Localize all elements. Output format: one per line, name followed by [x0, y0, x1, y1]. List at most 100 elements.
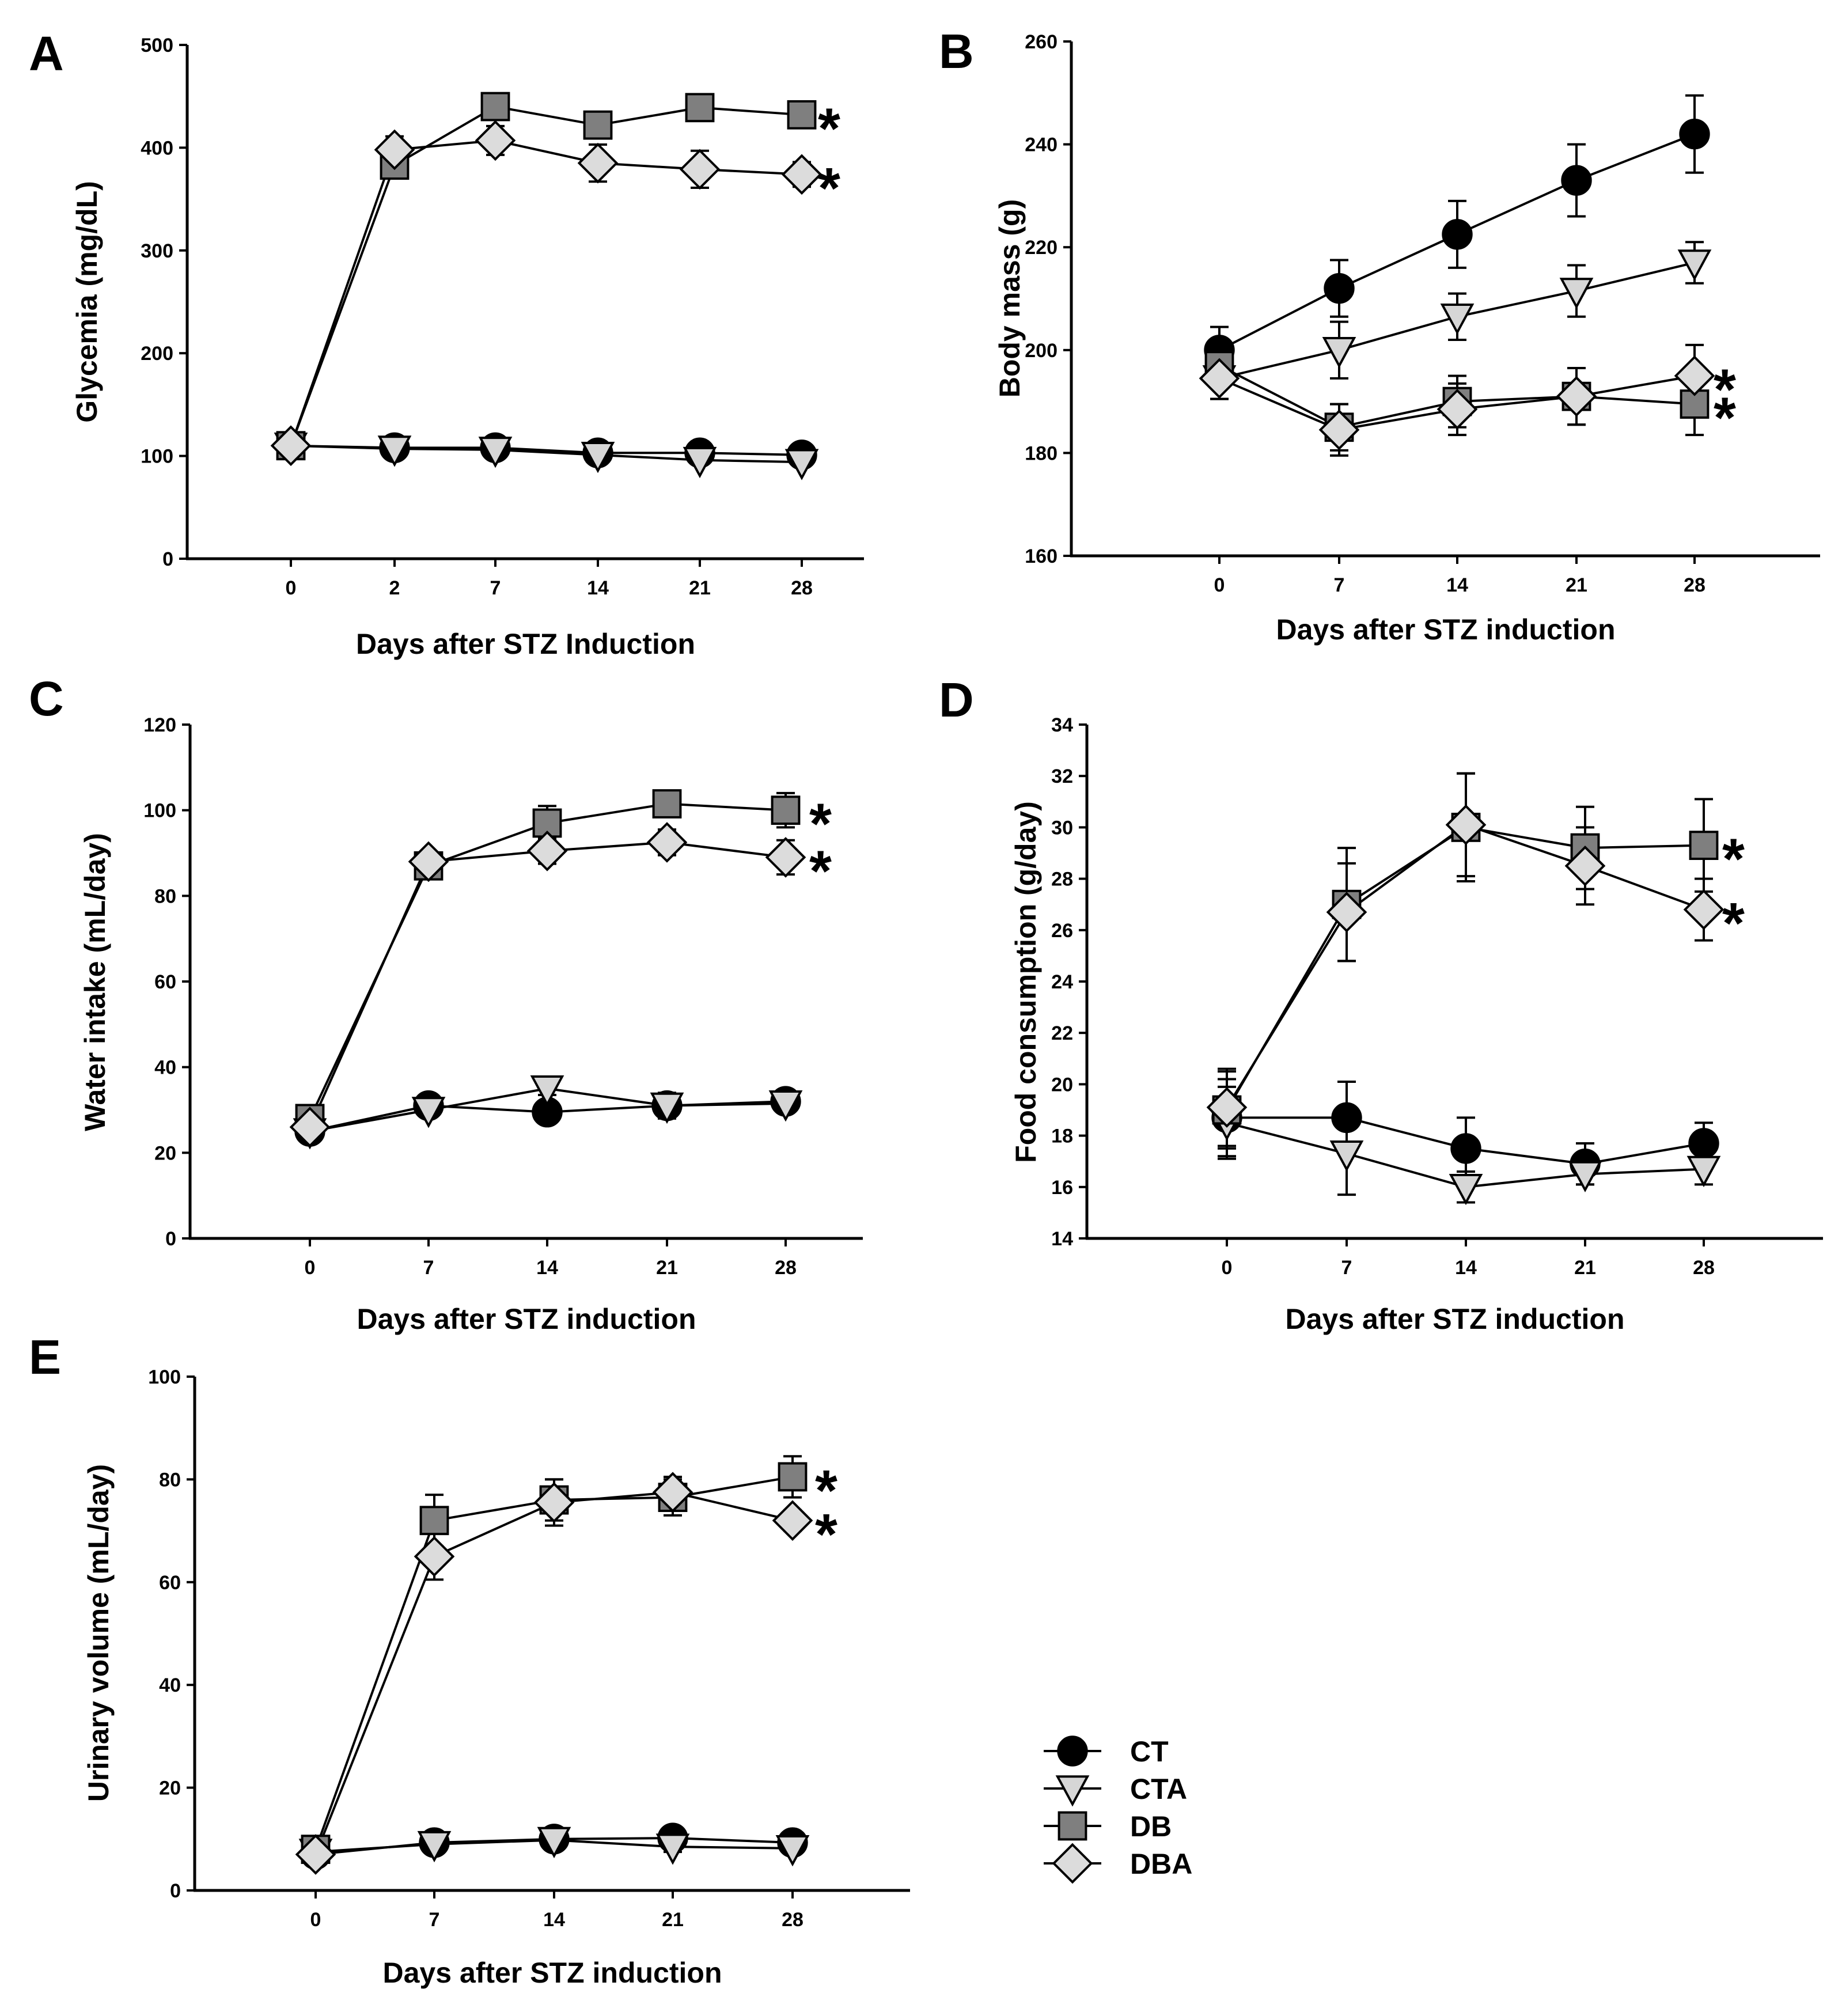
legend-item-ct: CT	[1044, 1735, 1169, 1768]
panel-c-ytick-label: 60	[154, 971, 176, 993]
panel-b-ytick-label: 180	[1025, 442, 1058, 464]
panel-b-x-label: Days after STZ induction	[1276, 613, 1616, 646]
legend-marker-db	[1058, 1811, 1087, 1841]
legend-symbol-cta	[1055, 1775, 1090, 1807]
panel-e-point-cta	[775, 1835, 810, 1867]
panel-e-ytick-label: 80	[159, 1469, 181, 1491]
legend-symbol-db	[1058, 1811, 1087, 1841]
panel-b-point-ct	[1561, 165, 1592, 196]
panel-b-point-dba	[1318, 409, 1360, 450]
panel-d-ytick-label: 34	[1051, 714, 1073, 736]
panel-d-significance-star: *	[1722, 827, 1745, 892]
panel-a-point-cta	[581, 442, 615, 473]
panel-d-ytick-label: 32	[1051, 766, 1073, 787]
panel-d-point-ct	[1688, 1128, 1719, 1159]
panel-e-xtick-label: 14	[543, 1909, 565, 1931]
panel-a-xtick-label: 28	[791, 577, 813, 599]
panel-a-point-db	[480, 92, 510, 122]
panel-a-point-cta	[683, 446, 717, 479]
panel-a-line-db	[290, 105, 802, 446]
panel-c-ytick-label: 100	[143, 800, 176, 822]
panel-c-ytick-label: 40	[154, 1057, 176, 1079]
legend-item-dba: DBA	[1044, 1843, 1192, 1884]
legend-label-ct: CT	[1130, 1735, 1169, 1768]
panel-e: E 0 20 40 60 80 100 0 7 14 21 28 Days after STZ indu…	[29, 1330, 910, 1989]
legend: CT CTA DB DBA	[1044, 1735, 1192, 1884]
panel-a-point-cta	[377, 435, 412, 467]
panel-c-point-db	[652, 789, 682, 818]
legend-item-db: DB	[1044, 1810, 1172, 1843]
panel-b-ytick-label: 260	[1025, 31, 1058, 53]
panel-b-xtick-label: 14	[1446, 574, 1468, 596]
panel-d-ytick-label: 16	[1051, 1177, 1073, 1199]
panel-d-ytick-label: 22	[1051, 1022, 1073, 1044]
panel-c-point-cta	[650, 1092, 684, 1124]
panel-c-point-db	[771, 795, 801, 825]
panel-a-line-cta	[290, 444, 802, 464]
panel-e-ytick-label: 0	[170, 1880, 181, 1902]
panel-b-point-ct	[1442, 219, 1473, 250]
panel-d-x-label: Days after STZ induction	[1286, 1303, 1625, 1335]
panel-a-point-dba	[577, 142, 619, 184]
panel-b-xtick-label: 7	[1334, 574, 1345, 596]
panel-b-point-dba	[1674, 355, 1715, 396]
panel-d-xtick-label: 14	[1455, 1257, 1477, 1279]
panel-e-point-cta	[655, 1833, 690, 1865]
legend-marker-dba	[1052, 1843, 1093, 1884]
panel-b-point-dba	[1437, 389, 1478, 430]
panel-a-significance-star: *	[818, 156, 840, 221]
panel-b-xtick-label: 21	[1566, 574, 1587, 596]
panel-a-ytick-label: 300	[141, 240, 173, 262]
panel-e-ytick-label: 20	[159, 1778, 181, 1799]
panel-a-letter: A	[29, 26, 64, 81]
panel-d-significance-star: *	[1722, 891, 1745, 956]
legend-symbol-dba	[1052, 1843, 1093, 1884]
panel-d-point-dba	[1326, 892, 1367, 933]
panel-a-ytick-label: 0	[162, 548, 173, 570]
panel-a-xtick-label: 2	[389, 577, 400, 599]
panel-d-point-ct	[1450, 1133, 1481, 1164]
panel-c-xtick-label: 28	[775, 1257, 797, 1279]
panel-a-point-cta	[478, 437, 513, 468]
panel-d: D 14 16 18 20 22 24 26 28 30 32 34 0 7 14 21 28 Days afte…	[939, 673, 1823, 1335]
panel-e-ytick-label: 40	[159, 1674, 181, 1696]
panel-b-ytick-label: 160	[1025, 545, 1058, 567]
panel-d-ytick-label: 14	[1051, 1228, 1073, 1250]
panel-c-point-cta	[768, 1090, 803, 1122]
panel-a-significance-star: *	[818, 96, 840, 161]
panel-a-point-db	[685, 93, 715, 123]
panel-d-point-dba	[1206, 1087, 1248, 1128]
panel-a-xtick-label: 7	[490, 577, 501, 599]
panel-a-point-cta	[784, 449, 819, 480]
panel-c-letter: C	[29, 672, 64, 726]
panel-c-ytick-label: 80	[154, 885, 176, 907]
panel-c-ytick-label: 120	[143, 714, 176, 736]
panel-a-point-db	[583, 110, 613, 140]
panel-a-ytick-label: 200	[141, 343, 173, 365]
panel-c-point-dba	[765, 837, 806, 878]
panel-a-y-label: Glycemia (mg/dL)	[71, 181, 103, 423]
legend-label-cta: CTA	[1130, 1773, 1187, 1805]
legend-label-dba: DBA	[1130, 1848, 1192, 1880]
panel-d-ytick-label: 24	[1051, 971, 1073, 993]
panel-b-point-cta	[1322, 337, 1356, 369]
panel-b-ytick-label: 200	[1025, 340, 1058, 362]
panel-d-point-cta	[1686, 1155, 1721, 1188]
panel-d-point-cta	[1329, 1140, 1364, 1172]
panel-e-significance-star: *	[815, 1458, 837, 1523]
panel-e-significance-star: *	[815, 1502, 837, 1567]
panel-a-point-dba	[270, 425, 312, 467]
panel-d-xtick-label: 7	[1341, 1257, 1352, 1279]
panel-c-point-cta	[411, 1097, 446, 1128]
panel-d-xtick-label: 0	[1222, 1257, 1233, 1279]
panel-c-ytick-label: 20	[154, 1142, 176, 1164]
panel-a-xtick-label: 14	[587, 577, 609, 599]
panel-e-point-dba	[652, 1472, 693, 1513]
panel-d-ytick-label: 20	[1051, 1074, 1073, 1096]
panel-b-point-ct	[1324, 272, 1355, 304]
panel-a-line-dba	[290, 139, 802, 446]
panel-d-point-dba	[1445, 804, 1487, 846]
panel-c-point-dba	[289, 1106, 331, 1148]
legend-symbol-ct	[1057, 1735, 1088, 1767]
panel-e-y-label: Urinary volume (mL/day)	[82, 1464, 115, 1802]
